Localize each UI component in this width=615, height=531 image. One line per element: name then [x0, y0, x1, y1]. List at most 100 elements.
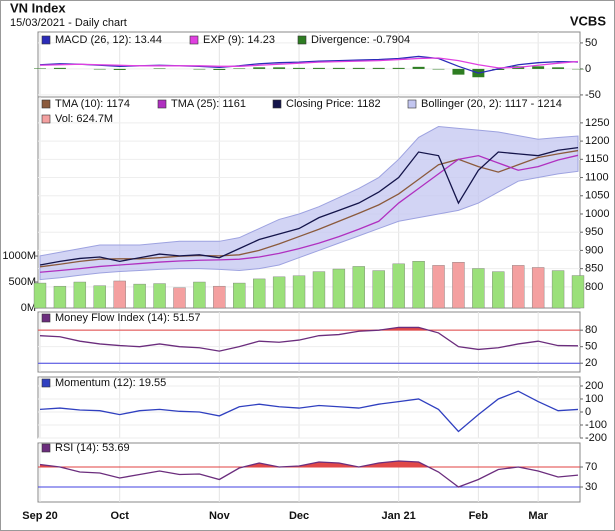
- divergence-bar: [452, 68, 465, 75]
- divergence-bar: [93, 68, 106, 70]
- y-tick-label: 30: [585, 481, 597, 493]
- volume-bar: [372, 270, 385, 309]
- divergence-bar: [53, 67, 66, 69]
- divergence-bar: [273, 67, 286, 69]
- divergence-bar: [352, 67, 365, 69]
- y2-tick-label: 0M: [21, 302, 36, 314]
- x-tick-label: Sep 20: [22, 510, 57, 522]
- y-tick-label: 50: [585, 37, 597, 49]
- x-tick-label: Jan 21: [382, 510, 416, 522]
- x-tick-label: Nov: [209, 510, 231, 522]
- legend-swatch: [41, 443, 51, 453]
- x-tick-label: Feb: [469, 510, 489, 522]
- y-tick-label: -50: [585, 89, 601, 101]
- legend-swatch: [272, 99, 282, 109]
- series-line: [39, 154, 579, 273]
- divergence-bar: [34, 68, 46, 69]
- y2-tick-label: 1000M: [2, 250, 36, 262]
- divergence-bar: [372, 67, 385, 69]
- volume-bar: [432, 265, 445, 309]
- volume-bar: [193, 281, 206, 309]
- y-tick-label: 1050: [585, 190, 609, 202]
- legend-swatch: [157, 99, 167, 109]
- legend-swatch: [41, 99, 51, 109]
- divergence-bar: [312, 67, 325, 69]
- divergence-bar: [532, 66, 545, 69]
- legend-swatch: [41, 378, 51, 388]
- divergence-bar: [332, 67, 345, 69]
- series-line: [39, 390, 579, 433]
- divergence-bar: [113, 68, 126, 70]
- divergence-bar: [293, 67, 306, 69]
- divergence-bar: [213, 68, 226, 70]
- y-tick-label: -200: [585, 432, 607, 444]
- volume-bar: [452, 262, 465, 309]
- legend-label: Bollinger (20, 2): 1117 - 1214: [421, 98, 562, 110]
- volume-bar: [531, 267, 545, 309]
- series-line: [39, 149, 579, 268]
- series-line: [39, 147, 579, 266]
- legend-swatch: [407, 99, 417, 109]
- volume-bar: [512, 265, 525, 309]
- panel: [37, 311, 581, 373]
- volume-bar: [472, 268, 485, 309]
- y2-tick-label: 500M: [8, 276, 36, 288]
- panel: [37, 376, 581, 439]
- legend-label: Vol: 624.7M: [55, 113, 113, 125]
- divergence-bar: [253, 67, 266, 69]
- volume-bar: [133, 283, 146, 309]
- y-tick-label: 1150: [585, 153, 609, 165]
- volume-bar: [272, 276, 286, 309]
- legend-label: Divergence: -0.7904: [311, 34, 410, 46]
- divergence-bar: [432, 68, 445, 70]
- volume-bar: [33, 282, 47, 309]
- y-tick-label: 1100: [585, 171, 609, 183]
- series-line: [39, 57, 579, 69]
- y-tick-label: -100: [585, 419, 607, 431]
- volume-bar: [312, 271, 326, 309]
- divergence-bar: [552, 67, 565, 69]
- volume-bar: [492, 271, 505, 309]
- divergence-bar: [153, 68, 166, 69]
- legend-label: TMA (25): 1161: [171, 98, 246, 110]
- volume-bar: [73, 281, 87, 309]
- divergence-bar: [193, 68, 206, 70]
- volume-bar: [233, 282, 246, 309]
- legend-swatch: [189, 35, 199, 45]
- y-tick-label: 0: [585, 63, 591, 75]
- volume-bar: [153, 283, 166, 309]
- legend-label: EXP (9): 14.23: [203, 34, 275, 46]
- series-line: [39, 460, 579, 488]
- volume-bar: [392, 263, 405, 309]
- y-tick-label: 850: [585, 263, 603, 275]
- divergence-bar: [412, 66, 425, 69]
- legend-swatch: [41, 114, 51, 124]
- volume-bar: [412, 261, 425, 309]
- legend-label: Money Flow Index (14): 51.57: [55, 312, 201, 324]
- y-tick-label: 200: [585, 380, 603, 392]
- legend-label: Momentum (12): 19.55: [55, 377, 166, 389]
- legend-swatch: [41, 313, 51, 323]
- x-tick-label: Mar: [528, 510, 548, 522]
- legend-swatch: [41, 35, 51, 45]
- y-tick-label: 1000: [585, 208, 609, 220]
- legend-swatch: [297, 35, 307, 45]
- legend-label: RSI (14): 53.69: [55, 442, 130, 454]
- y-tick-label: 800: [585, 281, 603, 293]
- brand: VCBS: [570, 13, 606, 28]
- volume-bar: [571, 275, 585, 309]
- legend-label: MACD (26, 12): 13.44: [55, 34, 162, 46]
- volume-bar: [93, 285, 106, 309]
- volume-bar: [332, 268, 346, 309]
- volume-bar: [53, 285, 67, 309]
- volume-bar: [292, 275, 306, 309]
- series-line: [39, 326, 579, 352]
- y-tick-label: 70: [585, 461, 597, 473]
- volume-bar: [352, 266, 365, 309]
- y-tick-label: 80: [585, 324, 597, 336]
- volume-bar: [253, 278, 266, 309]
- divergence-bar: [392, 67, 405, 69]
- subtitle: 15/03/2021 - Daily chart: [10, 17, 127, 29]
- title: VN Index: [10, 0, 66, 15]
